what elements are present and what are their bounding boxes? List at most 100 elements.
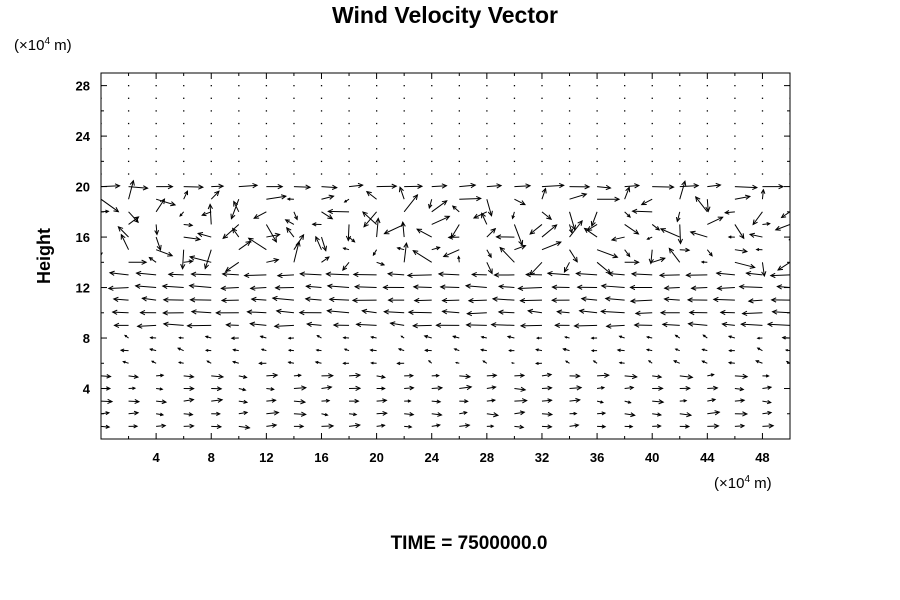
vector-arrowhead	[564, 336, 568, 339]
vector-arrowhead	[407, 399, 412, 403]
vector-arrow	[491, 324, 515, 326]
vector-arrowhead	[244, 424, 251, 430]
vector-arrowhead	[694, 196, 701, 202]
vector-arrow	[183, 399, 194, 402]
vector-dot	[348, 110, 350, 112]
vector-arrowhead	[780, 213, 787, 219]
vector-arrowhead	[301, 385, 307, 391]
vector-arrowhead	[232, 227, 238, 234]
vector-arrow	[266, 374, 278, 377]
vector-arrowhead	[177, 361, 182, 365]
vector-arrow	[596, 249, 618, 258]
vector-arrow	[247, 311, 267, 314]
vector-arrowhead	[352, 271, 359, 278]
vector-arrow	[734, 261, 755, 268]
vector-arrowhead	[259, 335, 264, 339]
vector-arrowhead	[520, 386, 527, 392]
vector-dot	[486, 85, 488, 87]
vector-arrow	[183, 223, 193, 226]
vector-arrowhead	[105, 209, 110, 214]
vector-arrowhead	[708, 252, 713, 257]
vector-dot	[265, 97, 268, 99]
vector-arrowhead	[535, 348, 539, 352]
vector-arrowhead	[271, 398, 277, 403]
vector-arrowhead	[457, 255, 461, 260]
vector-arrowhead	[490, 424, 495, 428]
vector-arrowhead	[139, 310, 146, 316]
vector-arrow	[293, 400, 306, 403]
vector-arrowhead	[136, 323, 143, 329]
vector-arrow	[591, 211, 598, 227]
vector-arrowhead	[770, 297, 777, 303]
vector-arrow	[321, 236, 327, 251]
vector-dot	[238, 173, 240, 175]
vector-arrow	[408, 311, 432, 314]
vector-dot	[761, 97, 764, 99]
vector-dot	[376, 122, 378, 125]
vector-dot	[210, 110, 212, 112]
vector-arrowhead	[400, 335, 403, 338]
vector-arrowhead	[472, 213, 479, 219]
vector-dot	[513, 110, 516, 112]
vector-arrowhead	[424, 348, 429, 353]
vector-arrowhead	[270, 387, 275, 391]
vector-arrow	[232, 228, 240, 238]
vector-dot	[706, 148, 709, 150]
vector-arrowhead	[246, 309, 253, 315]
vector-arrowhead	[724, 210, 730, 215]
vector-arrowhead	[381, 386, 386, 391]
vector-arrow	[734, 399, 745, 402]
vector-arrow	[413, 286, 432, 289]
vector-arrow	[183, 413, 193, 416]
vector-arrow	[155, 224, 158, 235]
vector-arrow	[611, 236, 625, 241]
vector-arrow	[486, 386, 496, 390]
vector-dot	[789, 97, 790, 99]
vector-dot	[624, 135, 626, 137]
vector-arrowhead	[661, 321, 668, 328]
vector-dot	[761, 135, 764, 137]
vector-arrowhead	[712, 296, 719, 303]
vector-arrow	[597, 412, 606, 415]
vector-arrowhead	[614, 196, 621, 202]
vector-arrowhead	[656, 424, 662, 429]
vector-arrowhead	[111, 309, 118, 315]
vector-arrow	[514, 245, 526, 251]
vector-arrowhead	[487, 268, 493, 275]
vector-arrow	[514, 198, 526, 206]
vector-arrowhead	[633, 322, 640, 328]
vector-dot	[624, 160, 626, 163]
vector-arrowhead	[761, 271, 767, 278]
vector-arrowhead	[658, 272, 665, 278]
vector-arrowhead	[755, 247, 760, 252]
vector-arrow	[690, 231, 708, 238]
vector-arrowhead	[326, 308, 333, 314]
vector-arrow	[569, 387, 582, 390]
vector-arrow	[584, 228, 598, 238]
vector-arrow	[528, 310, 543, 314]
vector-arrow	[707, 387, 718, 390]
vector-arrow	[734, 186, 757, 189]
vector-arrowhead	[693, 183, 700, 189]
vector-arrow	[293, 413, 306, 415]
vector-arrowhead	[108, 270, 115, 276]
vector-arrowhead	[618, 361, 623, 365]
vector-dot	[101, 135, 102, 137]
vector-arrow	[101, 350, 102, 351]
vector-arrow	[305, 298, 322, 301]
vector-arrowhead	[190, 271, 197, 277]
vector-arrow	[742, 312, 763, 315]
vector-dot	[403, 173, 405, 175]
vector-dot	[293, 148, 295, 150]
vector-arrowhead	[355, 423, 361, 429]
vector-arrowhead	[715, 270, 722, 277]
vector-arrowhead	[409, 412, 415, 417]
vector-arrowhead	[327, 208, 334, 215]
vector-dot	[155, 173, 157, 175]
vector-arrow	[459, 184, 476, 188]
vector-arrowhead	[631, 208, 638, 214]
vector-arrowhead	[687, 321, 694, 327]
vector-arrowhead	[673, 360, 677, 364]
x-tick-label: 8	[208, 450, 215, 465]
vector-dot	[679, 173, 681, 175]
